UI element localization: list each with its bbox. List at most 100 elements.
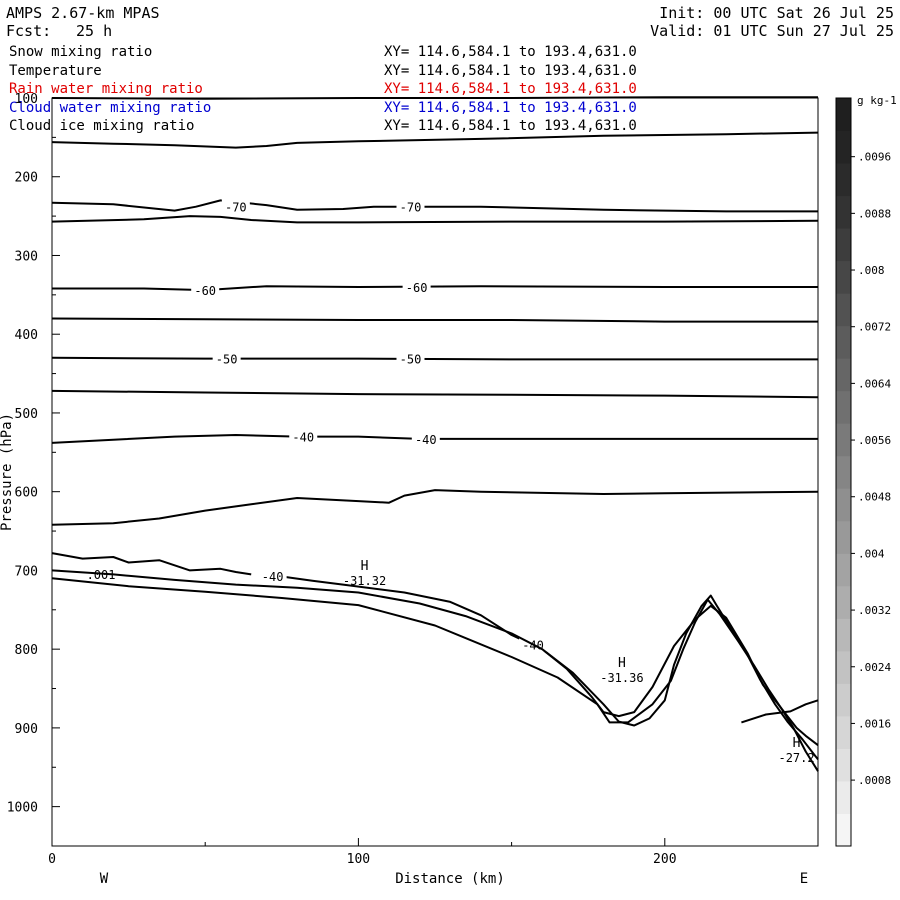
- colorbar-tick-label: .0008: [858, 774, 891, 787]
- y-axis-title: Pressure (hPa): [0, 413, 15, 531]
- isotherm-label: -50: [400, 353, 422, 367]
- high-value: -27.2: [778, 751, 814, 765]
- colorbar-tick-label: .0016: [858, 717, 891, 730]
- colorbar-segment: [836, 293, 851, 327]
- isotherm-line: [51, 434, 818, 444]
- high-value: -31.36: [600, 671, 643, 685]
- colorbar-segment: [836, 748, 851, 782]
- west-label: W: [100, 871, 109, 887]
- colorbar-segment: [836, 163, 851, 197]
- contour-label: .001: [87, 568, 116, 582]
- terrain-outline: [741, 699, 819, 724]
- legend-field-name: Cloud water mixing ratio: [9, 99, 212, 116]
- colorbar-unit: g kg-1: [857, 94, 897, 107]
- isotherm-line: [51, 317, 818, 323]
- isotherm-label: -60: [194, 284, 216, 298]
- colorbar-segment: [836, 813, 851, 847]
- high-marker: H: [361, 559, 369, 574]
- colorbar-tick-label: .0032: [858, 604, 891, 617]
- isotherm-line: [52, 285, 818, 292]
- colorbar-tick-label: .004: [858, 547, 885, 560]
- isotherm-label: -50: [216, 353, 238, 367]
- colorbar-segment: [836, 325, 851, 359]
- colorbar-segment: [836, 260, 851, 294]
- isotherm-line: [51, 96, 818, 100]
- y-tick-label: 800: [15, 643, 38, 658]
- colorbar-tick-label: .0096: [858, 151, 891, 164]
- isotherm-label: -40: [292, 431, 314, 445]
- colorbar-segment: [836, 455, 851, 489]
- colorbar-segment: [836, 683, 851, 717]
- isotherm-label-bg: [289, 428, 318, 444]
- x-tick-label: 200: [653, 852, 676, 867]
- colorbar-segment: [836, 488, 851, 522]
- isotherm-label-bg: [402, 278, 431, 294]
- isotherm-label-bg: [396, 350, 425, 366]
- legend-field-xy: XY= 114.6,584.1 to 193.4,631.0: [384, 44, 637, 60]
- isotherm-label-bg: [258, 567, 287, 583]
- colorbar-tick-label: .0024: [858, 661, 891, 674]
- legend-field-name: Snow mixing ratio: [9, 44, 153, 60]
- y-tick-label: 900: [15, 722, 38, 737]
- colorbar-segment: [836, 618, 851, 652]
- isotherm-line: [51, 389, 819, 399]
- legend-field-xy: XY= 114.6,584.1 to 193.4,631.0: [384, 81, 637, 97]
- colorbar-segment: [836, 195, 851, 229]
- isotherm-line: [51, 215, 819, 224]
- isotherm-line: [51, 356, 818, 361]
- colorbar-segment: [836, 358, 851, 392]
- legend-field-xy: XY= 114.6,584.1 to 193.4,631.0: [384, 62, 637, 79]
- valid-time: Valid: 01 UTC Sun 27 Jul 25: [650, 22, 894, 40]
- legend-field-name: Rain water mixing ratio: [9, 81, 203, 97]
- colorbar-tick-label: .0088: [858, 207, 891, 220]
- isotherm-label-bg: [221, 198, 250, 214]
- init-time: Init: 00 UTC Sat 26 Jul 25: [659, 4, 894, 22]
- colorbar-tick-label: .0048: [858, 491, 891, 504]
- terrain-outline: [51, 569, 819, 761]
- colorbar-tick-label: .008: [858, 264, 885, 277]
- isotherm-label: -70: [225, 201, 247, 215]
- colorbar-segment: [836, 228, 851, 262]
- terrain-outline: [51, 577, 819, 772]
- high-value: -31.32: [343, 574, 386, 588]
- forecast-value: 25 h: [76, 22, 113, 40]
- colorbar-segment: [836, 423, 851, 457]
- forecast-label: Fcst:: [6, 22, 52, 40]
- isotherm-label-bg: [411, 430, 440, 446]
- isotherm-label-bg: [396, 198, 425, 214]
- y-tick-label: 1000: [7, 801, 38, 816]
- y-tick-label: 700: [15, 564, 38, 579]
- colorbar-segment: [836, 585, 851, 619]
- isotherm-line: [51, 552, 252, 576]
- colorbar-tick-label: .0064: [858, 377, 891, 390]
- high-marker: H: [793, 736, 801, 751]
- x-tick-label: 100: [347, 852, 370, 867]
- y-tick-label: 300: [15, 249, 38, 264]
- isotherm-line: [51, 131, 819, 149]
- colorbar-frame: [835, 97, 852, 847]
- legend-field-xy: XY= 114.6,584.1 to 193.4,631.0: [384, 118, 637, 134]
- colorbar-segment: [836, 390, 851, 424]
- legend-field-name: Temperature: [9, 62, 102, 79]
- isotherm-line: [51, 199, 818, 213]
- legend-field-xy: XY= 114.6,584.1 to 193.4,631.0: [384, 99, 637, 116]
- isotherm-label: -40: [415, 433, 437, 447]
- colorbar-segment: [836, 650, 851, 684]
- colorbar-segment: [836, 780, 851, 814]
- colorbar-segment: [836, 520, 851, 554]
- colorbar-segment: [836, 715, 851, 749]
- high-marker: H: [618, 656, 626, 671]
- isotherm-label: -40: [262, 570, 284, 584]
- y-tick-label: 400: [15, 328, 38, 343]
- model-title: AMPS 2.67-km MPAS: [6, 4, 160, 22]
- x-axis-title: Distance (km): [395, 871, 505, 887]
- y-tick-label: 100: [15, 92, 38, 107]
- colorbar-tick-label: .0072: [858, 321, 891, 334]
- y-tick-label: 500: [15, 407, 38, 422]
- east-label: E: [800, 871, 808, 887]
- isotherm-label-bg: [191, 282, 220, 298]
- x-tick-label: 0: [48, 852, 56, 867]
- isotherm-label: -60: [406, 281, 428, 295]
- y-tick-label: 600: [15, 486, 38, 501]
